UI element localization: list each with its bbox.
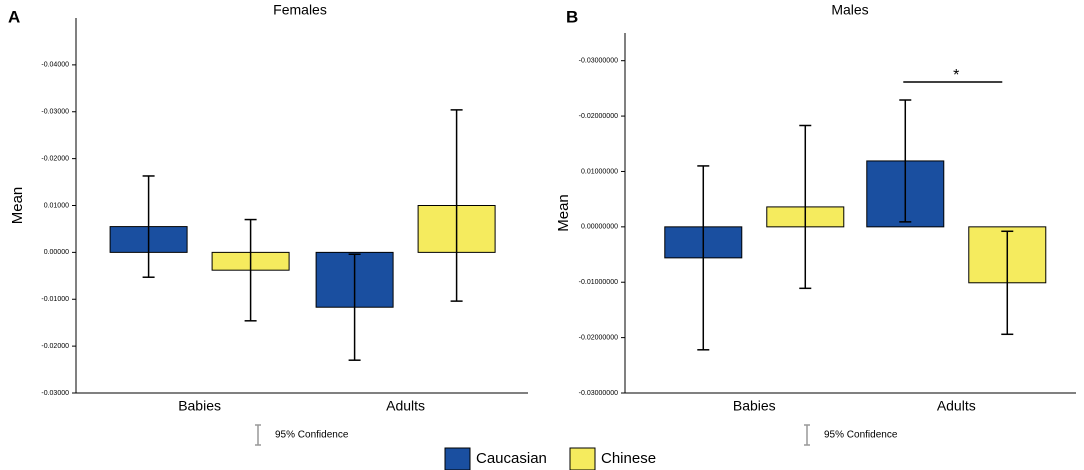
- y-tick-label: 0.00000000: [581, 224, 618, 231]
- y-tick-label: -0.02000000: [579, 334, 618, 341]
- y-tick-label: -0.03000000: [579, 58, 618, 65]
- y-tick-label: -0.03000: [41, 109, 69, 116]
- x-tick-label: Adults: [386, 398, 425, 414]
- y-tick-label: -0.01000000: [579, 279, 618, 286]
- legend-label: Chinese: [601, 450, 656, 467]
- error-legend-label: 95% Confidence: [824, 430, 898, 441]
- significance-label: *: [953, 67, 959, 84]
- y-tick-label: -0.03000000: [579, 390, 618, 397]
- y-tick-label: -0.02000: [41, 343, 69, 350]
- x-tick-label: Babies: [178, 398, 221, 414]
- panel-label: B: [566, 7, 578, 26]
- y-axis-label: Mean: [9, 187, 26, 225]
- y-tick-label: -0.02000: [41, 155, 69, 162]
- error-legend-label: 95% Confidence: [275, 430, 349, 441]
- y-tick-label: 0.01000000: [581, 168, 618, 175]
- y-tick-label: -0.02000000: [579, 113, 618, 120]
- y-tick-label: -0.01000: [41, 296, 69, 303]
- y-tick-label: -0.03000: [41, 390, 69, 397]
- panel-label: A: [8, 7, 20, 26]
- y-axis-label: Mean: [555, 194, 572, 232]
- x-tick-label: Adults: [937, 398, 976, 414]
- chart-title: Males: [831, 2, 868, 18]
- legend-swatch: [569, 447, 596, 470]
- x-tick-label: Babies: [733, 398, 776, 414]
- legend-label: Caucasian: [476, 450, 547, 467]
- y-tick-label: 0.01000: [44, 202, 69, 209]
- chart-title: Females: [273, 2, 327, 18]
- y-tick-label: -0.04000: [41, 62, 69, 69]
- legend-swatch: [444, 447, 471, 470]
- y-tick-label: 0.00000: [44, 249, 69, 256]
